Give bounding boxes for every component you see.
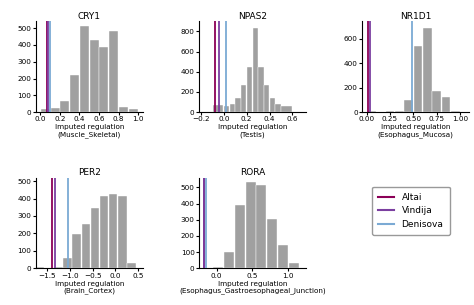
Bar <box>241 85 246 112</box>
Bar <box>256 185 266 268</box>
Bar <box>385 111 394 112</box>
Bar <box>367 111 375 112</box>
Bar <box>253 28 258 112</box>
Bar <box>423 28 432 112</box>
Bar <box>264 85 269 112</box>
Bar <box>275 104 281 112</box>
Bar <box>246 182 255 268</box>
Bar <box>127 263 136 268</box>
X-axis label: Imputed regulation
(Esophagus_Gastroesophageal_Junction): Imputed regulation (Esophagus_Gastroesop… <box>179 281 326 294</box>
Bar <box>80 27 89 112</box>
Title: NR1D1: NR1D1 <box>400 12 431 20</box>
Legend: Altai, Vindija, Denisova: Altai, Vindija, Denisova <box>372 187 450 235</box>
Bar <box>224 106 229 112</box>
Bar <box>203 267 213 268</box>
Bar <box>41 109 50 112</box>
Bar <box>414 46 422 112</box>
Bar <box>267 219 277 268</box>
Bar <box>213 105 223 112</box>
Bar <box>100 196 109 268</box>
Bar <box>73 234 81 268</box>
Bar <box>82 224 90 268</box>
Bar <box>36 267 45 268</box>
Bar <box>118 196 127 268</box>
X-axis label: Imputed regulation
(Esophagus_Mucosa): Imputed regulation (Esophagus_Mucosa) <box>378 124 454 138</box>
Bar <box>235 205 245 268</box>
Bar <box>451 111 460 112</box>
Title: RORA: RORA <box>240 168 265 177</box>
Bar <box>91 208 99 268</box>
Bar <box>119 107 128 112</box>
Bar <box>278 245 288 268</box>
Bar <box>109 194 118 268</box>
X-axis label: Imputed regulation
(Brain_Cortex): Imputed regulation (Brain_Cortex) <box>55 281 124 294</box>
Title: CRY1: CRY1 <box>78 12 101 20</box>
Bar <box>289 263 299 268</box>
X-axis label: Imputed regulation
(Testis): Imputed regulation (Testis) <box>218 124 287 138</box>
Bar <box>230 104 235 112</box>
Bar <box>247 67 252 112</box>
Bar <box>282 106 292 112</box>
Bar <box>51 108 60 112</box>
Bar <box>128 109 137 112</box>
Bar <box>100 47 109 112</box>
Title: PER2: PER2 <box>78 168 100 177</box>
Bar <box>213 267 223 268</box>
Bar <box>270 98 275 112</box>
Bar <box>90 40 99 112</box>
Title: NPAS2: NPAS2 <box>238 12 267 20</box>
Bar <box>64 258 72 268</box>
Bar <box>45 267 54 268</box>
Bar <box>404 100 413 112</box>
Bar <box>224 252 234 268</box>
Bar <box>442 98 450 112</box>
Bar <box>236 98 241 112</box>
Bar <box>432 91 441 112</box>
X-axis label: Imputed regulation
(Muscle_Skeletal): Imputed regulation (Muscle_Skeletal) <box>55 124 124 138</box>
Bar <box>54 267 63 268</box>
Bar <box>60 101 69 112</box>
Bar <box>395 111 403 112</box>
Bar <box>258 67 264 112</box>
Bar <box>109 31 118 112</box>
Bar <box>70 75 79 112</box>
